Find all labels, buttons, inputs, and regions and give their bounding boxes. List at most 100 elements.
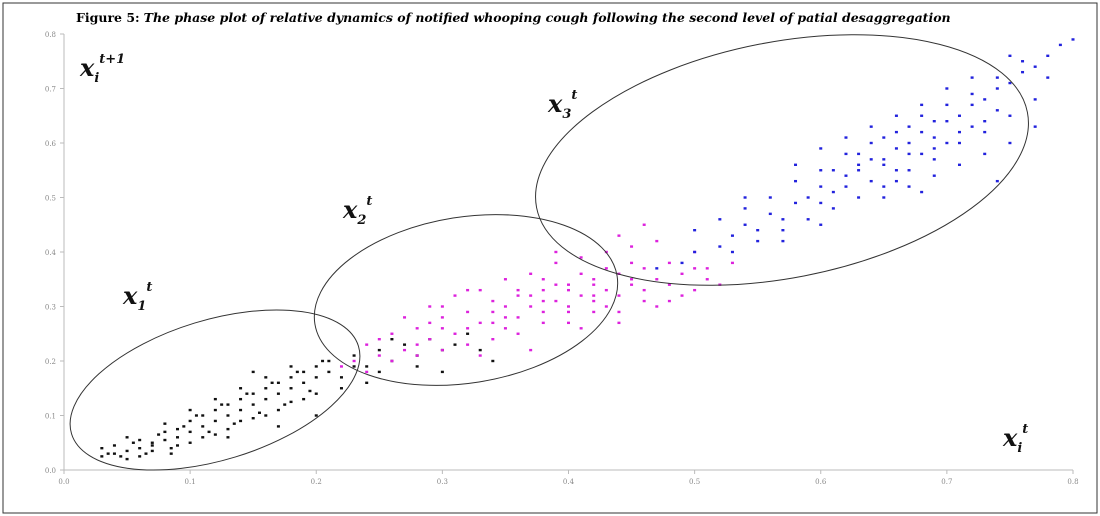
data-point — [321, 359, 325, 363]
data-point — [743, 196, 747, 199]
data-point — [220, 403, 224, 406]
x-tick-label: 0.1 — [185, 478, 196, 486]
data-point — [176, 427, 180, 431]
data-point — [630, 278, 634, 281]
data-point — [857, 196, 861, 199]
y-tick-label: 0.1 — [45, 413, 56, 421]
data-point — [188, 441, 192, 444]
data-point — [1046, 54, 1050, 57]
data-point — [554, 261, 558, 265]
data-point — [630, 261, 634, 265]
data-point — [630, 245, 634, 248]
data-point — [579, 327, 583, 330]
data-point — [642, 299, 646, 303]
data-point — [693, 250, 697, 254]
y-tick-label: 0.7 — [45, 86, 56, 94]
data-point — [245, 392, 249, 395]
data-point — [226, 403, 230, 406]
data-point — [188, 430, 192, 434]
data-point — [182, 425, 186, 428]
data-point — [1008, 141, 1012, 145]
data-point — [491, 299, 495, 303]
data-point — [125, 457, 129, 461]
data-point — [125, 449, 129, 453]
cluster-1-label: x1t — [122, 280, 152, 314]
data-point — [1021, 60, 1025, 63]
data-point — [1008, 81, 1012, 85]
data-point — [693, 229, 697, 232]
data-point — [579, 272, 583, 275]
data-point — [693, 288, 697, 292]
y-tick-label: 0.4 — [45, 249, 57, 257]
data-point — [276, 381, 280, 384]
data-point — [806, 196, 810, 199]
data-point — [302, 397, 306, 401]
data-point — [213, 408, 217, 412]
data-point — [529, 348, 533, 352]
data-point — [957, 141, 961, 145]
data-point — [920, 103, 924, 107]
data-point — [680, 272, 684, 275]
data-point — [730, 234, 734, 237]
data-point — [352, 365, 356, 368]
data-point — [617, 321, 621, 325]
data-point — [541, 278, 545, 281]
data-point — [743, 207, 747, 210]
data-point — [894, 169, 898, 172]
data-point — [239, 397, 243, 401]
data-point — [264, 397, 268, 401]
data-point — [743, 223, 747, 226]
data-point — [655, 278, 659, 281]
data-point — [869, 158, 873, 161]
data-point — [529, 294, 533, 297]
data-point — [289, 387, 293, 390]
data-point — [617, 310, 621, 314]
data-point — [503, 278, 507, 281]
data-point — [466, 332, 470, 335]
data-point — [289, 376, 293, 379]
data-point — [440, 305, 444, 308]
data-point — [163, 438, 167, 442]
y-tick-label: 0.6 — [45, 140, 57, 148]
figure-caption: The phase plot of relative dynamics of n… — [143, 10, 951, 25]
cluster-2-ellipse — [313, 214, 619, 386]
data-point — [1046, 76, 1050, 79]
data-point — [213, 433, 217, 436]
data-point — [131, 441, 135, 444]
data-point — [970, 125, 974, 128]
data-point — [415, 354, 419, 357]
data-point — [339, 365, 343, 368]
data-point — [176, 436, 180, 439]
data-point — [781, 218, 785, 221]
data-point — [390, 359, 394, 363]
data-point — [207, 430, 211, 434]
data-point — [983, 98, 987, 101]
data-point — [730, 261, 734, 265]
data-point — [251, 417, 255, 420]
data-point — [882, 163, 886, 166]
y-tick-label: 0.2 — [45, 358, 56, 366]
data-point — [201, 436, 205, 439]
x-axis-ticks: 0.0 0.1 0.2 0.3 0.4 0.5 0.6 0.7 0.8 — [58, 470, 1079, 486]
data-point — [844, 136, 848, 139]
data-point — [541, 321, 545, 325]
data-point — [453, 332, 457, 335]
data-point — [516, 288, 520, 292]
data-point — [831, 169, 835, 172]
data-point — [995, 87, 999, 90]
data-point — [478, 288, 482, 292]
data-point — [163, 430, 167, 434]
data-point — [1008, 54, 1012, 57]
data-point — [308, 389, 312, 393]
data-point — [592, 299, 596, 303]
data-point — [844, 174, 848, 177]
data-point — [213, 397, 217, 401]
data-point — [617, 234, 621, 237]
cluster-3-ellipse — [535, 34, 1029, 286]
data-point — [932, 174, 936, 177]
data-point — [995, 179, 999, 183]
data-point — [882, 136, 886, 139]
data-point — [567, 283, 570, 286]
data-point — [314, 365, 318, 368]
